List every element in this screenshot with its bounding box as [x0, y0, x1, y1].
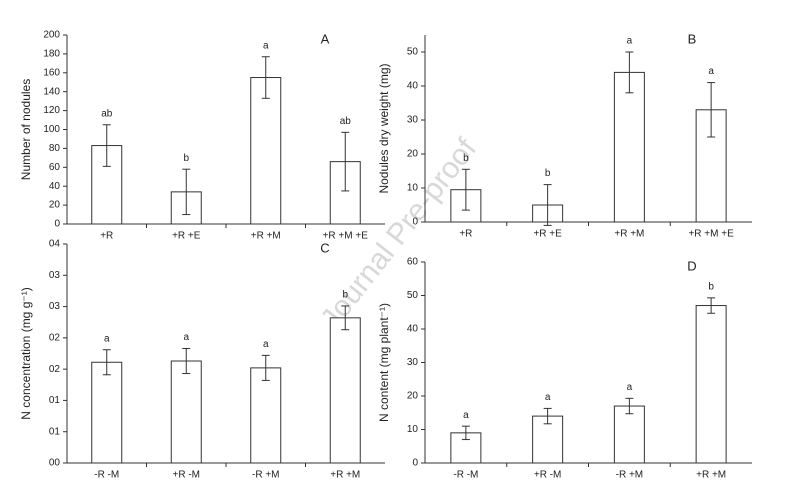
y-tick-label: 04 — [49, 239, 61, 250]
y-tick-label: 00 — [49, 458, 61, 469]
x-tick-label: +R +M — [330, 470, 360, 481]
bar — [613, 71, 645, 223]
y-tick-label: 40 — [407, 81, 419, 92]
y-tick-label: 200 — [43, 30, 60, 41]
y-tick-label: 180 — [43, 49, 60, 60]
x-tick-label: +R +M — [696, 470, 726, 481]
significance-letter: b — [708, 281, 714, 292]
y-tick-label: 40 — [49, 181, 61, 192]
bar — [91, 145, 123, 225]
y-tick-label: 02 — [49, 332, 61, 343]
y-tick-label: 03 — [49, 270, 61, 281]
x-tick-label: +R — [100, 231, 113, 242]
x-tick-label: -R -M — [453, 470, 478, 481]
significance-letter: a — [104, 333, 110, 344]
y-tick-label: 20 — [49, 200, 61, 211]
x-tick-label: -R +M — [252, 470, 280, 481]
y-tick-label: 20 — [407, 391, 419, 402]
bar — [329, 317, 361, 464]
y-tick-label: 50 — [407, 47, 419, 58]
bar — [250, 367, 282, 464]
panel-label: D — [687, 258, 696, 273]
y-tick-label: 80 — [49, 143, 61, 154]
x-tick-label: +R +M — [251, 231, 281, 242]
significance-letter: ab — [101, 108, 113, 119]
y-axis-title: N content (mg plant⁻¹) — [377, 303, 391, 422]
y-tick-label: 02 — [49, 364, 61, 375]
y-tick-label: 10 — [407, 424, 419, 435]
bar — [170, 360, 202, 464]
significance-letter: b — [342, 290, 348, 301]
y-tick-label: 40 — [407, 324, 419, 335]
y-tick-label: 140 — [43, 86, 60, 97]
y-tick-label: 0 — [412, 217, 418, 228]
significance-letter: a — [627, 36, 633, 47]
x-tick-label: +R +M — [614, 229, 644, 240]
y-tick-label: 60 — [49, 162, 61, 173]
significance-letter: b — [545, 168, 551, 179]
significance-letter: ab — [340, 116, 352, 127]
y-axis-title: N concentration (mg g⁻¹) — [19, 287, 33, 419]
significance-letter: b — [183, 153, 189, 164]
x-tick-label: +R — [459, 229, 472, 240]
y-axis-title: Nodules dry weight (mg) — [377, 63, 391, 193]
significance-letter: a — [627, 382, 633, 393]
bar — [91, 361, 123, 464]
bar — [250, 77, 282, 225]
x-tick-label: +R +M +E — [688, 229, 734, 240]
panel-label: B — [688, 31, 697, 46]
significance-letter: a — [463, 410, 469, 421]
y-tick-label: 03 — [49, 301, 61, 312]
panel-label: A — [321, 31, 330, 46]
y-tick-label: 10 — [407, 183, 419, 194]
significance-letter: a — [263, 339, 269, 350]
y-tick-label: 30 — [407, 115, 419, 126]
bar — [695, 305, 727, 464]
y-axis-title: Number of nodules — [19, 79, 33, 180]
x-tick-label: +R +M +E — [323, 231, 369, 242]
y-tick-label: 100 — [43, 124, 60, 135]
panel-label: C — [320, 240, 329, 255]
significance-letter: a — [263, 40, 269, 51]
significance-letter: a — [708, 66, 714, 77]
y-tick-label: 60 — [407, 257, 419, 268]
bar — [613, 405, 645, 464]
y-tick-label: 01 — [49, 395, 61, 406]
significance-letter: a — [545, 392, 551, 403]
y-tick-label: 30 — [407, 357, 419, 368]
x-tick-label: +R -M — [534, 470, 562, 481]
x-tick-label: +R +E — [533, 229, 562, 240]
x-tick-label: +R -M — [173, 470, 201, 481]
x-tick-label: +R +E — [172, 231, 201, 242]
y-tick-label: 120 — [43, 105, 60, 116]
y-tick-label: 0 — [54, 219, 60, 230]
y-tick-label: 160 — [43, 67, 60, 78]
y-tick-label: 50 — [407, 290, 419, 301]
y-tick-label: 20 — [407, 149, 419, 160]
y-tick-label: 01 — [49, 426, 61, 437]
significance-letter: b — [463, 153, 469, 164]
x-tick-label: -R -M — [94, 470, 119, 481]
significance-letter: a — [183, 332, 189, 343]
y-tick-label: 0 — [412, 458, 418, 469]
x-tick-label: -R +M — [616, 470, 644, 481]
